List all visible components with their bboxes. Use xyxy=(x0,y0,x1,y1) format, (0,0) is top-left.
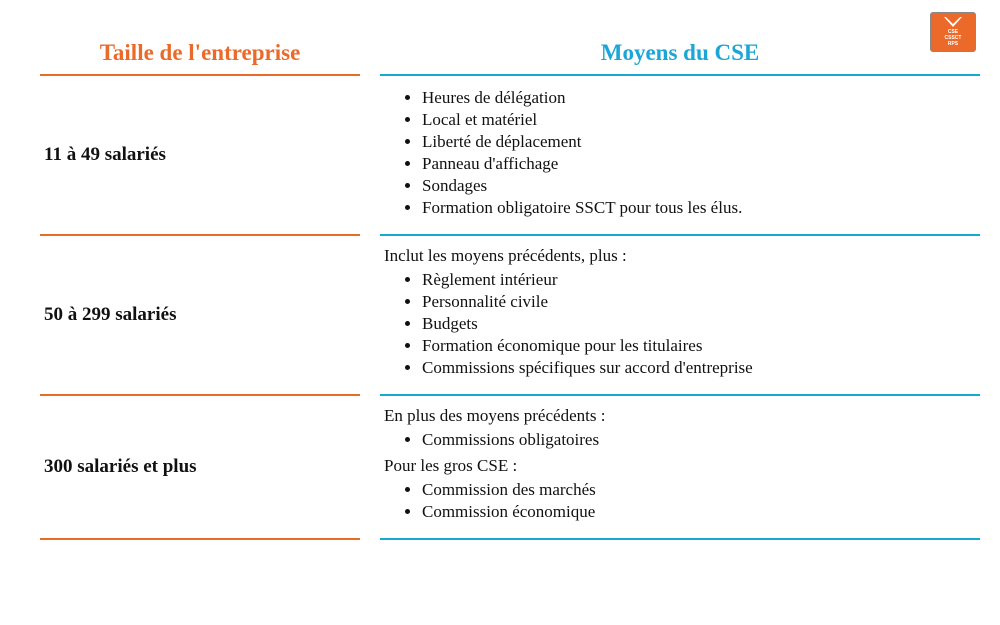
header-cse-means: Moyens du CSE xyxy=(380,40,980,76)
means-item: Liberté de déplacement xyxy=(422,132,976,152)
size-cell: 300 salariés et plus xyxy=(40,396,360,540)
brand-logo: CSE CSSCT RPS xyxy=(930,12,976,52)
means-item: Commission des marchés xyxy=(422,480,976,500)
means-list: Heures de délégationLocal et matérielLib… xyxy=(384,88,976,218)
means-block: Heures de délégationLocal et matérielLib… xyxy=(384,88,976,218)
logo-text-3: RPS xyxy=(948,41,958,47)
means-list: Règlement intérieurPersonnalité civileBu… xyxy=(384,270,976,378)
means-cell: En plus des moyens précédents : Commissio… xyxy=(380,396,980,540)
size-cell: 50 à 299 salariés xyxy=(40,236,360,396)
size-cell: 11 à 49 salariés xyxy=(40,76,360,236)
means-list: Commissions obligatoires xyxy=(384,430,976,450)
means-cell: Heures de délégationLocal et matérielLib… xyxy=(380,76,980,236)
means-item: Panneau d'affichage xyxy=(422,154,976,174)
page: CSE CSSCT RPS Taille de l'entreprise Moy… xyxy=(0,0,1000,625)
header-company-size: Taille de l'entreprise xyxy=(40,40,360,76)
means-item: Sondages xyxy=(422,176,976,196)
means-block: Inclut les moyens précédents, plus : Règl… xyxy=(384,246,976,378)
means-cell: Inclut les moyens précédents, plus : Règl… xyxy=(380,236,980,396)
block-intro: Inclut les moyens précédents, plus : xyxy=(384,246,976,266)
means-item: Commissions spécifiques sur accord d'ent… xyxy=(422,358,976,378)
means-item: Formation économique pour les titulaires xyxy=(422,336,976,356)
means-block: Pour les gros CSE : Commission des marché… xyxy=(384,456,976,522)
means-item: Budgets xyxy=(422,314,976,334)
means-item: Formation obligatoire SSCT pour tous les… xyxy=(422,198,976,218)
block-intro: Pour les gros CSE : xyxy=(384,456,976,476)
means-item: Commissions obligatoires xyxy=(422,430,976,450)
means-item: Heures de délégation xyxy=(422,88,976,108)
means-block: En plus des moyens précédents : Commissio… xyxy=(384,406,976,450)
means-item: Local et matériel xyxy=(422,110,976,130)
means-item: Règlement intérieur xyxy=(422,270,976,290)
means-item: Personnalité civile xyxy=(422,292,976,312)
block-intro: En plus des moyens précédents : xyxy=(384,406,976,426)
check-icon xyxy=(944,17,962,27)
means-item: Commission économique xyxy=(422,502,976,522)
cse-table: Taille de l'entreprise Moyens du CSE 11 … xyxy=(40,40,960,540)
means-list: Commission des marchésCommission économi… xyxy=(384,480,976,522)
